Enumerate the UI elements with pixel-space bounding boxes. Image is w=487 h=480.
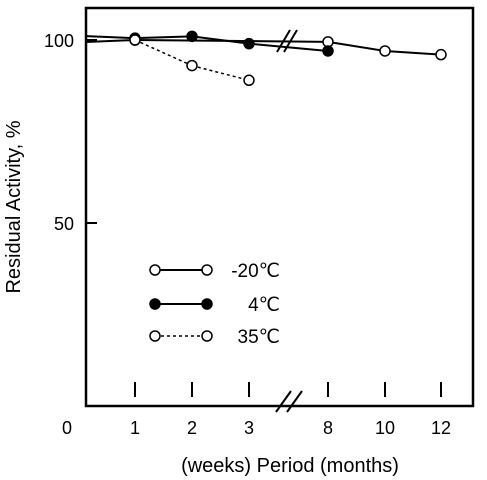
legend-label: -20℃	[231, 261, 280, 282]
line-break-mark	[276, 29, 291, 53]
legend-label: 35℃	[238, 327, 280, 348]
series-line-lead	[85, 35, 136, 40]
line-break-mark	[283, 29, 298, 53]
series-line-segment	[191, 64, 250, 81]
legend-marker	[149, 298, 161, 310]
legend-marker	[149, 330, 161, 342]
x-origin-label: 0	[62, 418, 72, 438]
legend-marker	[201, 264, 213, 276]
x-axis-break-mark	[286, 390, 303, 413]
x-axis-break-mark	[275, 390, 292, 413]
series-line-lead	[85, 39, 136, 43]
data-point	[243, 37, 255, 50]
data-point	[243, 74, 255, 87]
series-line-segment	[384, 49, 442, 56]
series-line-segment	[134, 35, 193, 40]
series-line-segment	[191, 35, 250, 45]
x-tick-label: 3	[244, 418, 254, 438]
legend-marker	[149, 264, 161, 276]
y-tick-label-100: 100	[44, 31, 74, 51]
x-axis-label: (weeks) Period (months)	[181, 455, 399, 477]
y-tick-label-50: 50	[54, 214, 74, 234]
data-point	[186, 59, 198, 72]
series-line-segment	[327, 40, 386, 52]
x-tick-label: 1	[130, 418, 140, 438]
series-line-segment	[248, 42, 329, 52]
series-line-segment	[134, 39, 193, 67]
chart-marks: 1 2 3 8 10 12-20℃4℃35℃	[85, 29, 451, 438]
data-point	[129, 34, 141, 46]
x-tick-label: 12	[431, 418, 451, 438]
data-point	[322, 45, 334, 57]
legend-marker	[201, 330, 213, 342]
y-axis-label: Residual Activity, %	[3, 120, 25, 293]
legend-marker	[201, 298, 213, 310]
x-tick-label: 2	[187, 418, 197, 438]
data-point	[379, 45, 391, 57]
legend-label: 4℃	[248, 295, 280, 316]
x-tick-label: 10	[375, 418, 395, 438]
x-tick-label: 8	[323, 418, 333, 438]
data-point	[435, 48, 447, 61]
data-point	[186, 30, 198, 43]
